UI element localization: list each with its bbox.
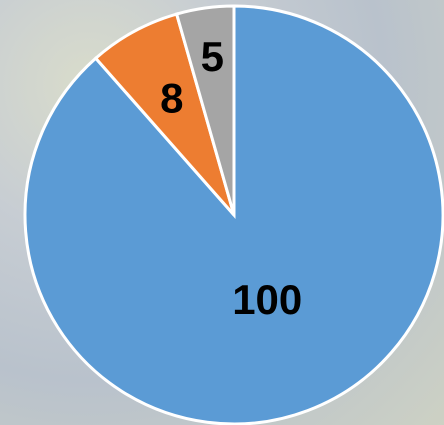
data-label: 5 [201,33,224,80]
data-label: 100 [232,276,302,323]
data-label: 8 [160,74,183,121]
pie-slice [174,4,236,216]
